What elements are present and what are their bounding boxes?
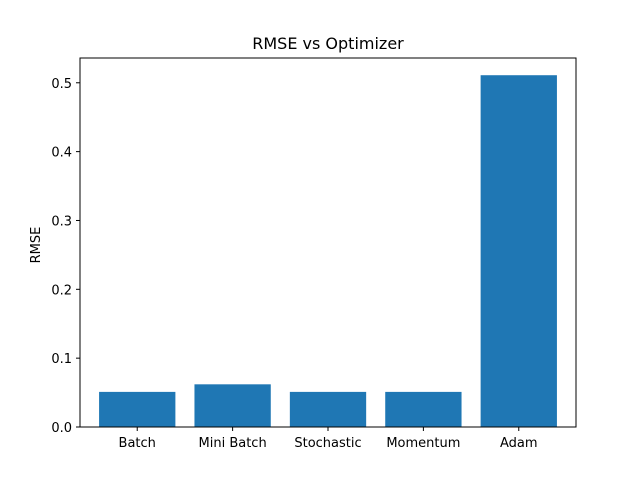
bar-mini-batch: [194, 384, 271, 427]
y-tick-label: 0.1: [51, 352, 72, 367]
y-tick-label: 0.4: [51, 146, 72, 161]
y-tick-label: 0.3: [51, 214, 72, 229]
x-tick-label: Batch: [119, 436, 156, 451]
chart-title: RMSE vs Optimizer: [252, 34, 404, 53]
bar-batch: [99, 391, 176, 427]
bar-stochastic: [289, 391, 367, 427]
x-tick-label: Adam: [500, 436, 538, 451]
bars-layer: [99, 75, 557, 428]
x-tick-label: Mini Batch: [199, 436, 267, 451]
x-tick-label: Momentum: [386, 436, 460, 451]
y-tick-label: 0.5: [51, 77, 72, 92]
y-tick-label: 0.0: [51, 421, 72, 436]
x-tick-label: Stochastic: [294, 436, 361, 451]
y-axis-label: RMSE: [29, 227, 44, 264]
bar-adam: [480, 75, 557, 428]
y-tick-label: 0.2: [51, 283, 72, 298]
bar-momentum: [385, 391, 462, 427]
ticks-layer: Batch Mini Batch Stochastic Momentum Adam 0.0…: [51, 77, 537, 451]
